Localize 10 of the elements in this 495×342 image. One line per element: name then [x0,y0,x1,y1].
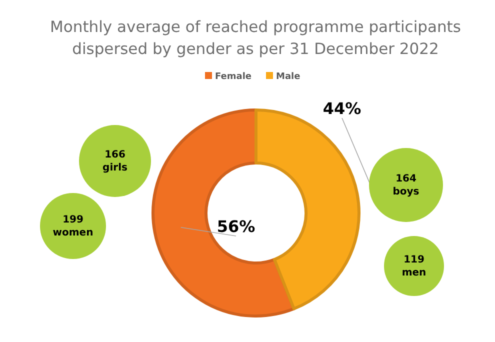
donut-slice [152,108,296,318]
legend-label: Female [215,72,252,82]
text: 166 girls [102,150,128,174]
text: 164 boys [392,174,420,198]
text: 119 men [402,254,426,278]
chart-title: Monthly average of reached programme participants dispersed by gender as per 31 December 2022 [50,18,461,58]
legend-label: Male [276,72,300,82]
data-label: 44% [322,99,362,118]
data-label: 56% [216,217,256,236]
text: 199 women [52,214,94,238]
